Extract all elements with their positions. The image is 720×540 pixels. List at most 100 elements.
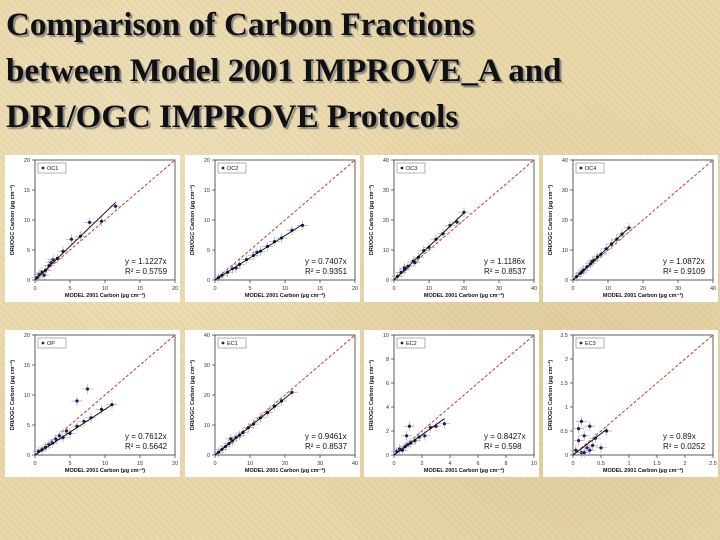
x-tick-label: 5	[68, 461, 71, 467]
data-point	[455, 220, 459, 224]
r-squared: R² = 0.0252	[663, 442, 706, 451]
chart-panel-ec3: 0 0.5 1 1.5 2 2.5 0 0.5 1 1.5 2 2.5 EC3 y = 0.89x R² =…	[543, 330, 718, 477]
y-tick-label: 15	[24, 363, 30, 369]
fit-line	[393, 212, 465, 281]
data-point	[427, 245, 431, 249]
legend-box	[37, 337, 67, 349]
x-axis-label: MODEL 2001 Carbon (µg cm⁻²)	[65, 292, 145, 299]
chart-panel-ec1: 0 10 20 30 40 0 10 20 30 40 EC1 y = 0.9461x R² = 0.8…	[185, 330, 360, 477]
legend-marker	[579, 341, 583, 345]
one-to-one-line	[393, 159, 535, 281]
legend-label: EC2	[406, 341, 417, 347]
x-tick-label: 15	[317, 286, 323, 292]
r-squared: R² = 0.598	[484, 442, 522, 451]
chart-panel-ec2: 0 2 4 6 8 10 0 2 4 6 8 10 EC2 y = 0.8427x R² = 0.598 MO…	[364, 330, 539, 477]
data-point	[577, 439, 581, 443]
legend-label: OP	[47, 341, 55, 347]
data-point	[399, 270, 403, 275]
one-to-one-line	[572, 334, 714, 456]
fit-equation: y = 1.0872x	[663, 257, 705, 266]
data-point	[416, 255, 421, 259]
x-tick-label: 0	[213, 286, 216, 292]
fit-line	[393, 418, 445, 456]
x-tick-label: 30	[496, 286, 502, 292]
legend-marker	[221, 166, 225, 170]
legend-marker	[221, 341, 225, 345]
legend-label: OC1	[47, 166, 58, 172]
data-point	[99, 219, 104, 223]
legend-label: OC4	[585, 166, 596, 172]
legend-label: EC3	[585, 341, 596, 347]
x-tick-label: 5	[248, 286, 251, 292]
slide-title-line-3: DRI/OGC IMPROVE Protocols	[6, 99, 459, 135]
y-tick-label: 5	[27, 423, 30, 429]
y-tick-label: 0	[386, 453, 389, 459]
x-axis-label: MODEL 2001 Carbon (µg cm⁻²)	[424, 292, 504, 299]
y-tick-label: 1.5	[560, 381, 568, 387]
legend-box	[217, 162, 247, 174]
y-tick-label: 30	[204, 363, 210, 369]
chart-panel-op: 0 5 10 15 20 0 5 10 15 20 OP y = 0.7612x R² = 0.5642…	[5, 330, 180, 477]
fit-equation: y = 0.7407x	[305, 257, 347, 266]
r-squared: R² = 0.5759	[125, 267, 168, 276]
y-tick-label: 15	[204, 188, 210, 194]
y-tick-label: 10	[204, 218, 210, 224]
fit-line	[572, 227, 630, 281]
data-point	[574, 448, 578, 452]
y-axis-label: DRI/OGC Carbon (µg cm⁻²)	[9, 185, 16, 255]
y-tick-label: 0	[386, 278, 389, 284]
data-point	[413, 261, 417, 265]
x-tick-label: 0.5	[597, 461, 605, 467]
legend-marker	[41, 166, 45, 170]
x-tick-label: 20	[172, 461, 178, 467]
legend-label: OC3	[406, 166, 417, 172]
legend-marker	[579, 166, 583, 170]
y-tick-label: 2	[565, 357, 568, 363]
x-tick-label: 0	[392, 461, 395, 467]
legend-box	[575, 162, 605, 174]
data-point	[113, 204, 118, 208]
data-point	[582, 434, 586, 438]
x-tick-label: 20	[282, 461, 288, 467]
x-tick-label: 4	[448, 461, 451, 467]
x-tick-label: 30	[675, 286, 681, 292]
legend-box	[37, 162, 67, 174]
y-tick-label: 20	[204, 158, 210, 164]
data-point	[42, 273, 46, 277]
chart-panel-oc2: 0 5 10 15 20 0 5 10 15 20 OC2 y = 0.7407x R² = 0.935…	[185, 155, 360, 302]
x-tick-label: 1	[627, 461, 630, 467]
x-tick-label: 2	[420, 461, 423, 467]
chart-panel-oc1: 0 5 10 15 20 0 5 10 15 20 OC1 y = 1.1227x R² = 0.575…	[5, 155, 180, 302]
data-point	[51, 258, 55, 262]
x-axis-label: MODEL 2001 Carbon (µg cm⁻²)	[65, 467, 145, 474]
x-tick-label: 1.5	[653, 461, 661, 467]
one-to-one-line	[214, 159, 356, 281]
y-axis-label: DRI/OGC Carbon (µg cm⁻²)	[189, 185, 196, 255]
x-tick-label: 10	[426, 286, 432, 292]
data-point	[422, 249, 426, 253]
y-axis-label: DRI/OGC Carbon (µg cm⁻²)	[368, 185, 375, 255]
data-point	[99, 407, 104, 411]
x-tick-label: 40	[710, 286, 716, 292]
y-tick-label: 6	[386, 381, 389, 387]
x-tick-label: 30	[317, 461, 323, 467]
x-tick-label: 0	[213, 461, 216, 467]
slide-title: Comparison of Carbon Fractions between M…	[6, 2, 706, 140]
x-tick-label: 0	[33, 286, 36, 292]
data-point	[462, 210, 466, 214]
legend-marker	[41, 341, 45, 345]
fit-line	[572, 429, 607, 456]
x-tick-label: 10	[247, 461, 253, 467]
slide-title-line-2: between Model 2001 IMPROVE_A and	[6, 53, 562, 89]
y-tick-label: 30	[383, 188, 389, 194]
x-tick-label: 20	[352, 286, 358, 292]
chart-panel-oc4: 0 10 20 30 40 0 10 20 30 40 OC4 y = 1.0872x R² = 0.9…	[543, 155, 718, 302]
data-point	[407, 424, 411, 428]
x-tick-label: 20	[172, 286, 178, 292]
data-point	[582, 451, 586, 455]
y-tick-label: 10	[383, 248, 389, 254]
